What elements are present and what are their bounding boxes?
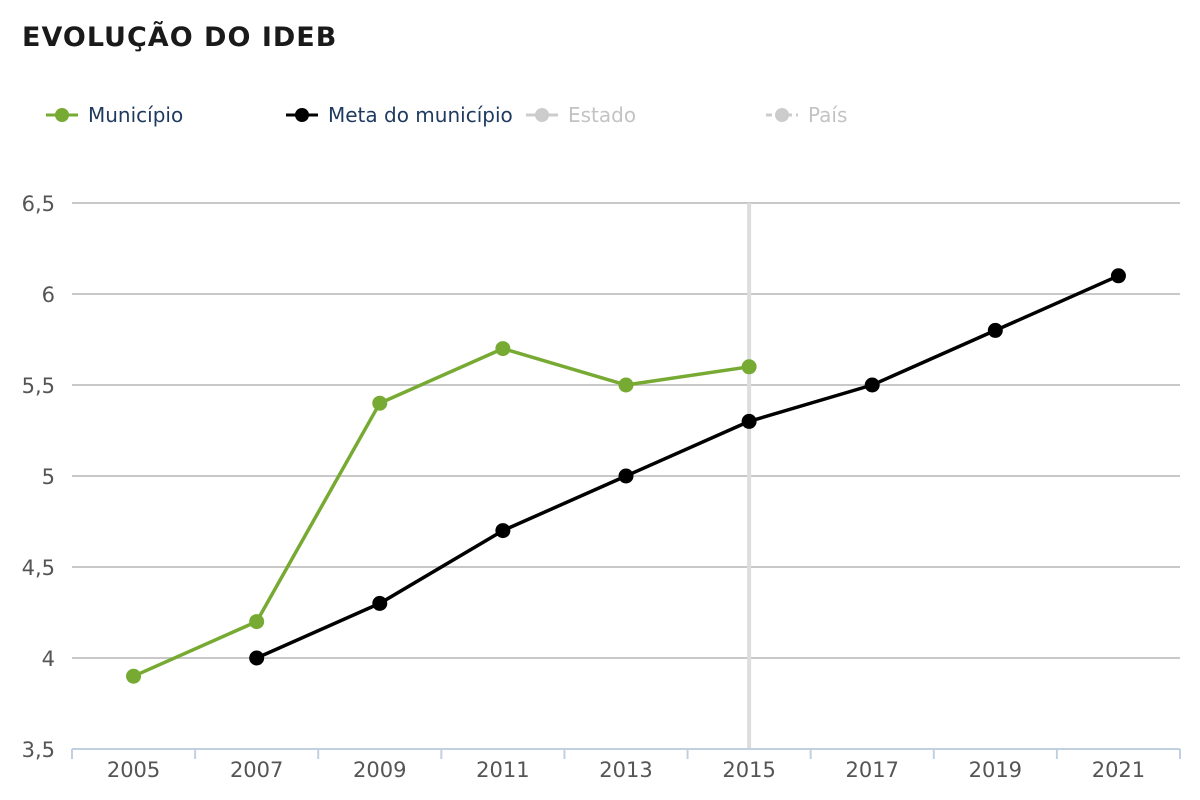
data-point-meta xyxy=(741,413,757,429)
legend-item-estado[interactable]: Estado xyxy=(526,98,636,132)
data-point-municipio xyxy=(495,341,511,357)
x-tick-label: 2021 xyxy=(1092,758,1145,782)
chart-title: EVOLUÇÃO DO IDEB xyxy=(22,22,338,53)
legend-item-municipio[interactable]: Município xyxy=(46,98,183,132)
y-tick-label: 5,5 xyxy=(22,374,55,398)
legend-label-meta: Meta do município xyxy=(328,103,513,127)
data-point-municipio xyxy=(618,377,634,393)
legend-label-pais: País xyxy=(808,103,848,127)
y-tick-label: 4 xyxy=(42,647,55,671)
legend-label-estado: Estado xyxy=(568,103,637,127)
data-point-meta xyxy=(372,595,388,611)
legend: Município Meta do município Estado País xyxy=(0,98,1200,132)
data-point-meta xyxy=(987,322,1003,338)
y-tick-label: 3,5 xyxy=(22,738,55,762)
x-tick-label: 2005 xyxy=(107,758,160,782)
data-point-meta xyxy=(1110,268,1126,284)
x-tick-label: 2007 xyxy=(230,758,283,782)
legend-marker-municipio xyxy=(46,108,78,122)
x-tick-label: 2017 xyxy=(845,758,898,782)
legend-marker-meta xyxy=(286,108,318,122)
x-tick-label: 2015 xyxy=(722,758,775,782)
data-point-municipio xyxy=(372,395,388,411)
data-point-municipio xyxy=(126,668,142,684)
series-line-meta xyxy=(255,274,1120,660)
legend-marker-pais xyxy=(766,108,798,122)
data-point-meta xyxy=(249,650,265,666)
series-line-municipio xyxy=(132,346,750,678)
x-tick-label: 2009 xyxy=(353,758,406,782)
legend-item-meta[interactable]: Meta do município xyxy=(286,98,513,132)
y-tick-label: 4,5 xyxy=(22,556,55,580)
data-point-municipio xyxy=(249,614,265,630)
data-point-meta xyxy=(495,523,511,539)
y-tick-label: 6,5 xyxy=(22,192,55,216)
data-point-meta xyxy=(864,377,880,393)
x-tick-label: 2011 xyxy=(476,758,529,782)
legend-marker-estado xyxy=(526,108,558,122)
y-tick-label: 5 xyxy=(42,465,55,489)
legend-item-pais[interactable]: País xyxy=(766,98,847,132)
legend-label-municipio: Município xyxy=(88,103,184,127)
x-tick-label: 2019 xyxy=(969,758,1022,782)
data-point-municipio xyxy=(741,359,757,375)
y-tick-label: 6 xyxy=(42,283,55,307)
data-point-meta xyxy=(618,468,634,484)
x-tick-label: 2013 xyxy=(599,758,652,782)
